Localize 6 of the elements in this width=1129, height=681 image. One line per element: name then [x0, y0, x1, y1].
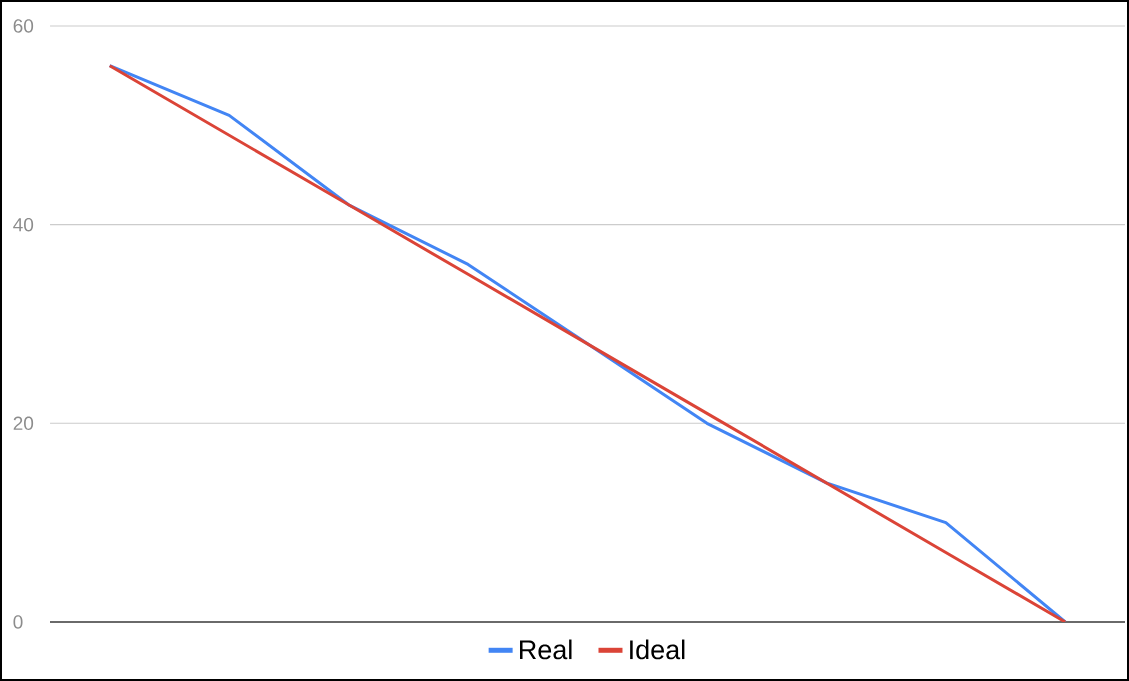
legend-label: Real — [520, 639, 572, 660]
y-tick-label: 60 — [13, 19, 34, 33]
y-tick-label: 0 — [13, 615, 23, 629]
legend-label: Ideal — [630, 639, 685, 660]
y-tick-label: 40 — [13, 217, 34, 232]
y-tick-label: 20 — [13, 416, 34, 431]
